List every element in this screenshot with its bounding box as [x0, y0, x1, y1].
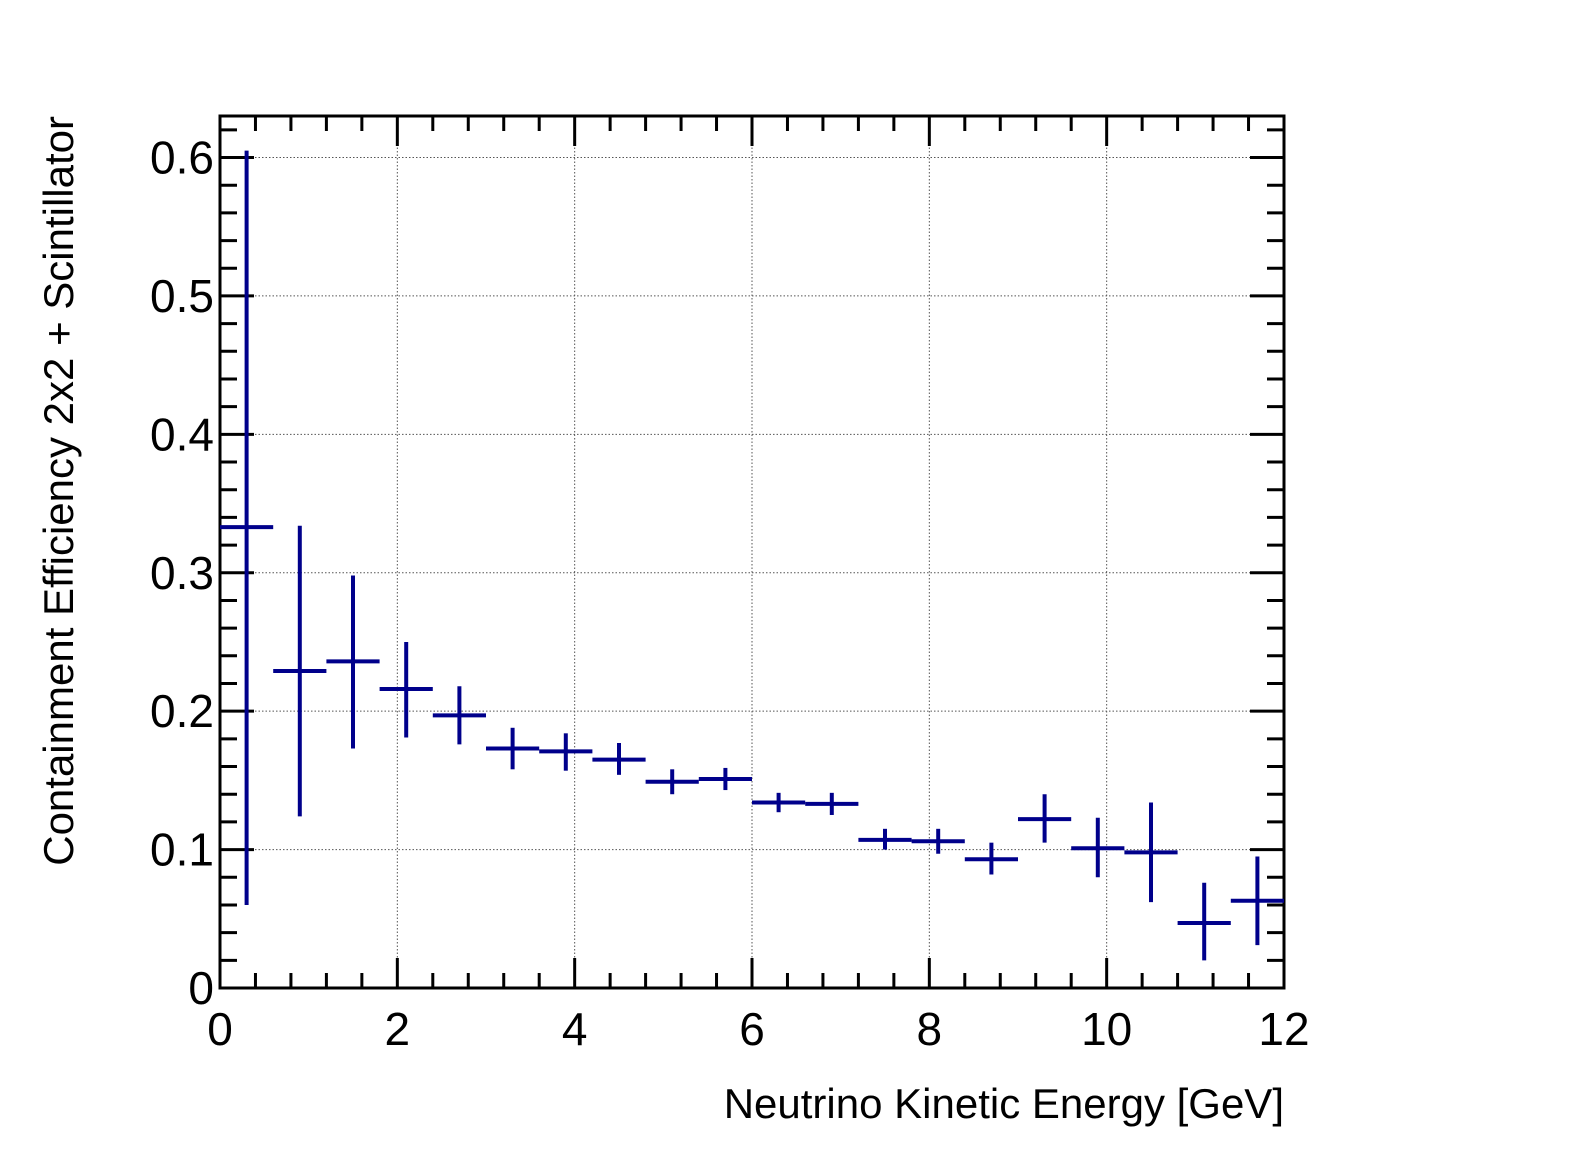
x-tick-label: 4: [562, 1003, 588, 1055]
y-tick-label: 0.5: [150, 270, 214, 322]
x-tick-label: 12: [1258, 1003, 1309, 1055]
x-tick-label: 0: [207, 1003, 233, 1055]
x-tick-label: 2: [385, 1003, 411, 1055]
data-point: [379, 641, 433, 738]
y-tick-labels: 0 0.1 0.2 0.3 0.4 0.5 0.6: [150, 132, 214, 1014]
y-tick-label: 0.4: [150, 408, 214, 460]
data-point: [326, 575, 380, 749]
y-tick-label: 0.2: [150, 685, 214, 737]
grid-lines: [220, 116, 1284, 988]
data-point: [858, 828, 912, 850]
y-axis-title: Containment Efficiency 2x2 + Scintillato…: [35, 116, 82, 866]
data-point: [486, 727, 540, 770]
data-point: [645, 769, 699, 795]
x-tick-label: 10: [1081, 1003, 1132, 1055]
y-tick-label: 0: [188, 962, 214, 1014]
data-point: [1124, 802, 1178, 903]
data-point: [432, 686, 486, 745]
x-tick-labels: 0 2 4 6 8 10 12: [207, 1003, 1309, 1055]
data-point: [220, 150, 274, 905]
data-point: [592, 743, 646, 775]
data-point: [1018, 794, 1072, 843]
data-point: [752, 792, 806, 813]
y-tick-label: 0.3: [150, 547, 214, 599]
y-tick-label: 0.6: [150, 132, 214, 184]
data-series: [220, 150, 1284, 961]
x-tick-label: 6: [739, 1003, 765, 1055]
data-point: [539, 733, 593, 771]
plot-frame: [218, 114, 1286, 990]
data-point: [273, 525, 327, 817]
data-point: [1177, 882, 1231, 961]
data-point: [964, 842, 1018, 875]
data-point: [1230, 856, 1284, 946]
y-tick-label: 0.1: [150, 824, 214, 876]
data-point: [805, 792, 859, 815]
x-axis-title: Neutrino Kinetic Energy [GeV]: [724, 1080, 1284, 1127]
data-point: [698, 767, 752, 791]
data-point: [1071, 817, 1125, 878]
x-tick-label: 8: [917, 1003, 943, 1055]
data-point: [911, 828, 965, 854]
